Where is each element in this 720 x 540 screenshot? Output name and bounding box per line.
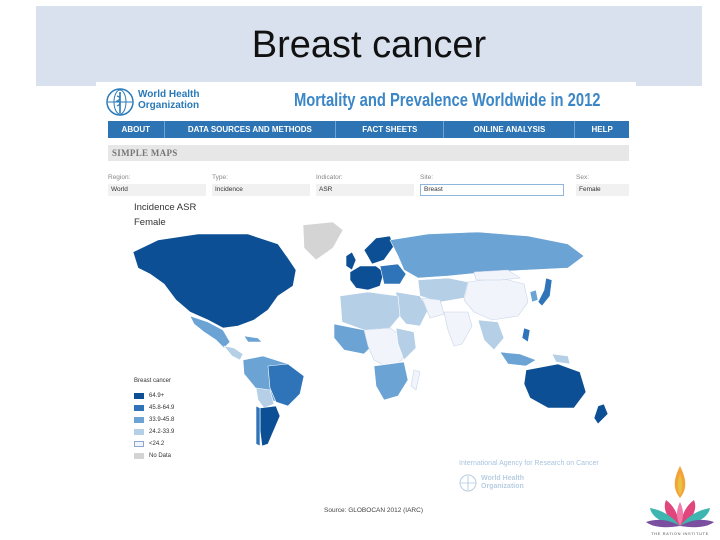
map-southern-africa	[373, 361, 409, 401]
legend-item: 64.9+	[134, 390, 174, 402]
legend-label: <24.2	[149, 441, 165, 447]
map-southeast-asia	[477, 319, 505, 351]
legend-item: <24.2	[134, 438, 174, 450]
filter-sex: Sex: Female	[576, 174, 629, 196]
filter-region: Region: World	[108, 174, 206, 196]
map-brazil	[267, 363, 305, 407]
map-papua-new-guinea	[551, 353, 571, 365]
iarc-label: International Agency for Research on Can…	[459, 460, 599, 467]
slide-title: Breast cancer	[251, 24, 487, 66]
filter-type: Type: Incidence	[212, 174, 310, 196]
legend-label: No Data	[149, 453, 172, 459]
map-uk-ireland	[345, 251, 357, 271]
legend-swatch	[134, 393, 144, 399]
section-label: SIMPLE MAPS	[112, 148, 178, 158]
section-bar: SIMPLE MAPS	[108, 145, 629, 161]
branding-text: THE RATION INSTITUTE	[651, 531, 709, 536]
legend-swatch	[134, 441, 144, 447]
screenshot-panel: World Health Organization Mortality and …	[96, 82, 636, 518]
map-east-africa	[395, 327, 417, 361]
legend-label: 45.8-64.9	[149, 405, 175, 411]
world-map[interactable]	[128, 220, 628, 450]
filter-site-label: Site:	[420, 174, 434, 181]
map-scandinavia	[363, 235, 395, 265]
map-madagascar	[410, 369, 421, 391]
map-china	[463, 277, 529, 321]
legend-swatch	[134, 405, 144, 411]
filter-indicator: Indicator: ASR	[316, 174, 414, 196]
indicator-select[interactable]: ASR	[316, 184, 414, 196]
map-western-europe	[349, 265, 385, 291]
map-mexico	[189, 315, 231, 349]
map-north-america	[132, 233, 297, 329]
legend-swatch	[134, 417, 144, 423]
filter-indicator-label: Indicator:	[316, 174, 343, 181]
filter-site: Site: Breast	[420, 174, 564, 196]
map-legend: Breast cancer 64.9+ 45.8-64.9 33.9-45.8 …	[134, 378, 174, 462]
map-greenland	[302, 221, 344, 261]
nav-about[interactable]: ABOUT	[108, 121, 165, 138]
nav-online-analysis[interactable]: ONLINE ANALYSIS	[444, 121, 576, 138]
legend-item: No Data	[134, 450, 174, 462]
legend-item: 24.2-33.9	[134, 426, 174, 438]
legend-label: 24.2-33.9	[149, 429, 175, 435]
map-korea	[529, 289, 539, 303]
map-chile	[255, 405, 261, 447]
filter-row: Region: World Type: Incidence Indicator:…	[108, 174, 629, 202]
map-bolivia	[255, 387, 275, 409]
map-russia	[389, 231, 585, 279]
map-japan	[537, 277, 553, 307]
site-select[interactable]: Breast	[420, 184, 564, 196]
filter-sex-label: Sex:	[576, 174, 590, 181]
map-south-america-south	[259, 405, 281, 447]
who-small-text: World Health Organization	[481, 475, 525, 490]
map-india	[443, 311, 473, 347]
map-title-sex: Female	[134, 217, 166, 228]
map-philippines	[521, 327, 531, 343]
who-logo-icon	[106, 88, 134, 116]
nav-help[interactable]: HELP	[591, 125, 613, 134]
source-note: Source: GLOBOCAN 2012 (IARC)	[324, 507, 423, 514]
legend-label: 64.9+	[149, 393, 165, 399]
legend-item: 33.9-45.8	[134, 414, 174, 426]
map-title: Incidence ASR Female	[134, 200, 196, 230]
filter-type-label: Type:	[212, 174, 228, 181]
filter-region-label: Region:	[108, 174, 131, 181]
sex-select[interactable]: Female	[576, 184, 629, 196]
legend-title: Breast cancer	[134, 378, 172, 384]
main-nav: ABOUT DATA SOURCES AND METHODS FACT SHEE…	[108, 121, 629, 138]
who-small-logo-icon	[459, 474, 477, 492]
nav-data-sources[interactable]: DATA SOURCES AND METHODS	[165, 121, 337, 138]
map-australia	[523, 363, 587, 409]
type-select[interactable]: Incidence	[212, 184, 310, 196]
legend-item: 45.8-64.9	[134, 402, 174, 414]
map-indonesia	[499, 351, 537, 367]
map-north-africa	[339, 291, 401, 331]
nav-fact-sheets[interactable]: FACT SHEETS	[336, 121, 445, 138]
legend-label: 33.9-45.8	[149, 417, 175, 423]
map-eastern-europe	[379, 263, 407, 285]
who-logo-text: World Health Organization	[138, 89, 200, 111]
map-iran	[421, 297, 445, 319]
lotus-logo-icon	[646, 466, 714, 528]
region-select[interactable]: World	[108, 184, 206, 196]
map-new-zealand	[593, 403, 609, 425]
map-central-america	[223, 345, 244, 361]
legend-swatch	[134, 429, 144, 435]
map-caribbean	[243, 335, 263, 343]
map-mongolia	[473, 269, 521, 281]
page-heading: Mortality and Prevalence Worldwide in 20…	[294, 90, 601, 110]
legend-swatch	[134, 453, 144, 459]
title-band	[36, 6, 702, 86]
map-title-indicator: Incidence ASR	[134, 202, 197, 213]
